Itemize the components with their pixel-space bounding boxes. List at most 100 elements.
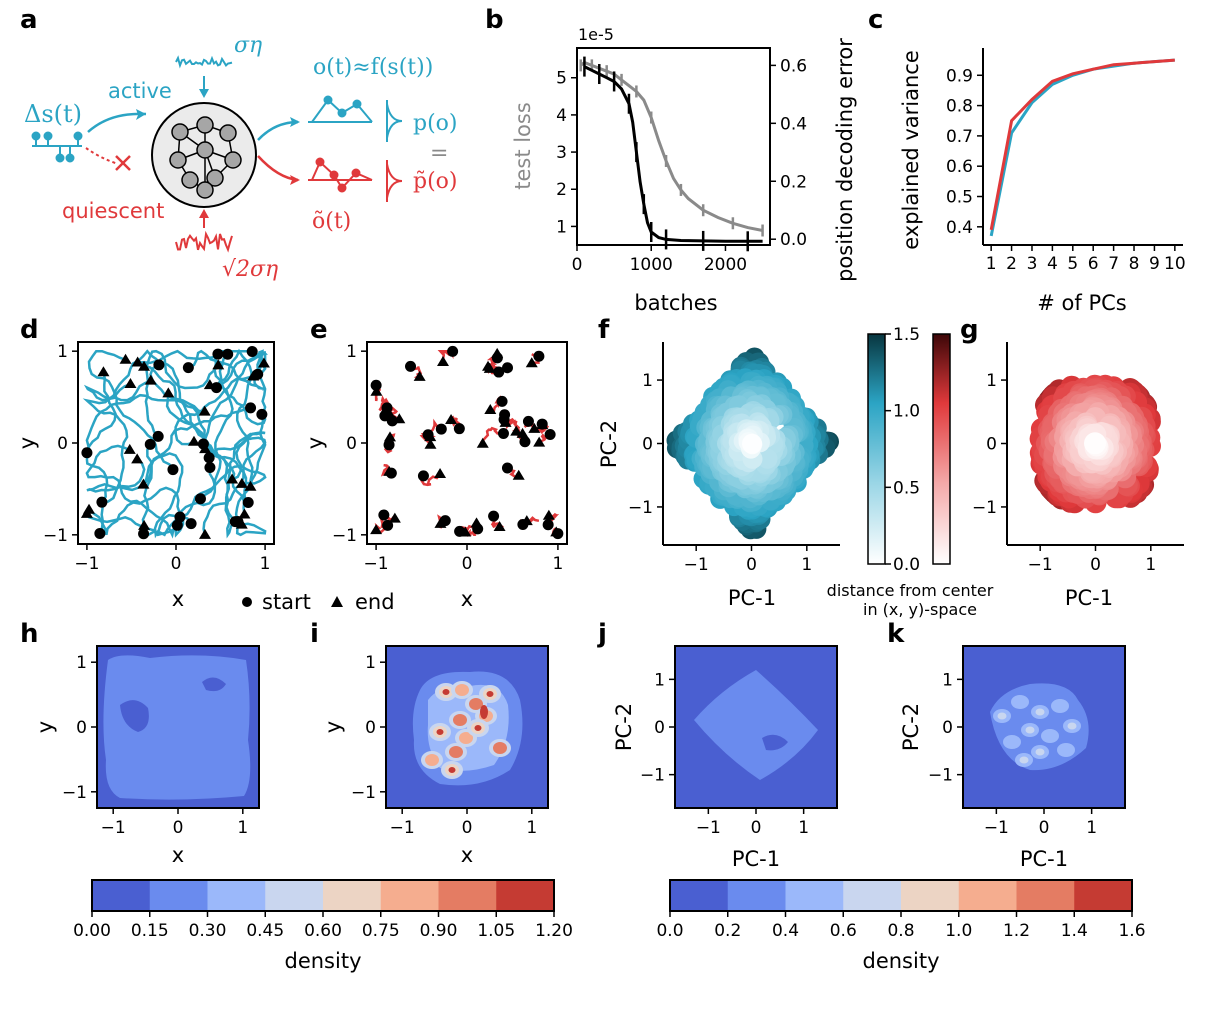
panel-d-start-marker [203, 452, 215, 464]
panel-i-xtick-label: −1 [390, 818, 415, 838]
panel-i-density-contour [449, 746, 463, 758]
panel-k-xtick-label: 0 [1039, 818, 1050, 838]
panel-d-end-marker [138, 519, 151, 530]
panel-d-trajectory [174, 351, 267, 446]
panel-e-start-marker [533, 350, 545, 362]
panel-d-end-marker [187, 435, 200, 446]
panel-c-xtick-label: 2 [1006, 254, 1017, 274]
panel-d-start-marker [96, 496, 108, 508]
panel-label-g: g [960, 315, 979, 345]
colorbar-tick-label: 0.75 [362, 921, 400, 941]
panel-d-ytick-label: −1 [43, 526, 68, 546]
panel-b-xtick-label: 2000 [704, 255, 747, 275]
panel-h-ytick-label: 0 [76, 718, 87, 738]
panel-i-xlabel: x [461, 843, 473, 867]
panel-i-density-peak [436, 729, 444, 735]
colorbar-tick-label: 0.6 [830, 921, 857, 941]
panel-e-start-marker [447, 345, 459, 357]
panel-e-start-marker [497, 427, 509, 439]
panel-e-end-marker [370, 524, 383, 535]
panel-h-xtick-label: −1 [101, 818, 126, 838]
panel-k-density-contour [1003, 735, 1021, 749]
panel-d-start-marker [171, 519, 183, 531]
colorbar-tick-label: 0.00 [73, 921, 111, 941]
panel-i-xtick-label: 0 [462, 818, 473, 838]
panel-c-ylabel: explained variance [899, 50, 923, 250]
panel-d-end-marker [124, 378, 137, 389]
colorbar-tick-label: 0.30 [189, 921, 227, 941]
panel-j-ytick-label: 0 [654, 718, 665, 738]
panel-e-ylabel: y [303, 437, 327, 449]
panel-i-density-contour [493, 742, 507, 754]
panel-e-ytick-label: 1 [346, 342, 357, 362]
panel-k-chart: −1 0 1 −1 0 1 PC-1 PC-2 [899, 645, 1126, 871]
noise-bottom-arrowhead [199, 209, 209, 218]
panel-d-trajectory [137, 359, 222, 500]
panel-label-d: d [20, 315, 39, 345]
panel-b-ytick-label: 1 [556, 217, 567, 237]
panel-e-end-marker [533, 436, 546, 447]
panel-j-xlabel: PC-1 [732, 847, 780, 871]
panel-e-end-marker [512, 469, 525, 480]
panel-k-ytick-label: −1 [928, 766, 953, 786]
colorbar-segment [265, 880, 324, 911]
colorbar-segment [496, 880, 555, 911]
colorbar-segment [843, 880, 902, 911]
panel-d-end-marker [97, 366, 110, 377]
panel-d-end-marker [80, 507, 93, 518]
panel-i-density-peak [474, 725, 482, 731]
colorbar-active [867, 333, 886, 565]
panel-c-xtick-label: 3 [1027, 254, 1038, 274]
panel-label-a: a [20, 5, 38, 35]
active-output-icon [308, 95, 373, 123]
panel-k-xtick-label: 1 [1086, 818, 1097, 838]
panel-d-trajectory [88, 486, 185, 538]
panel-e-end-marker [493, 520, 506, 531]
colorbar-tick-label: 0.0 [656, 921, 683, 941]
panel-e-end-marker [491, 347, 504, 358]
panel-d-xtick-label: −1 [74, 554, 99, 574]
colorbar-segment [901, 880, 960, 911]
panel-f-ytick-label: 0 [642, 435, 653, 455]
panel-e-start-marker [405, 360, 417, 372]
panel-e-start-marker [378, 509, 390, 521]
distribution-icon-active [386, 100, 403, 142]
panel-d-start-marker [232, 516, 244, 528]
panel-e-start-marker [544, 429, 556, 441]
panel-e-end-marker [525, 357, 538, 368]
panel-c-xtick-label: 7 [1108, 254, 1119, 274]
panel-d-start-marker [204, 461, 216, 473]
panel-d-trajectory [234, 414, 267, 537]
panel-c-xlabel: # of PCs [1037, 291, 1126, 315]
panel-i-ytick-label: −1 [351, 783, 376, 803]
panel-d-start-marker [174, 511, 186, 523]
panel-b-xtick-label: 0 [572, 255, 583, 275]
cross-icon [115, 155, 131, 171]
equals-label: = [430, 141, 448, 166]
panel-d-end-marker [138, 360, 151, 371]
panel-k-xtick-label: −1 [984, 818, 1009, 838]
panel-e-end-marker [437, 355, 450, 366]
panel-d-trajectory [85, 467, 217, 537]
panel-k-density-contour [1019, 756, 1029, 764]
colorbar-segment [1074, 880, 1133, 911]
panel-f-point [742, 433, 762, 454]
colorbar-tick-label: 0.0 [893, 555, 920, 575]
panel-k-xlabel: PC-1 [1020, 847, 1068, 871]
panel-d-trajectory [142, 452, 193, 539]
panel-j-chart: −1 0 1 −1 0 1 PC-1 PC-2 [612, 645, 838, 871]
panel-e-start-marker [501, 462, 513, 474]
panel-k-density-contour [1057, 743, 1075, 757]
panel-h-xtick-label: 0 [173, 818, 184, 838]
panel-k-ytick-label: 0 [942, 718, 953, 738]
legend-end-label: end [355, 590, 395, 614]
panel-i-density-peak [480, 705, 488, 719]
panel-e-end-marker [445, 414, 458, 425]
noise-top-arrowhead [199, 89, 209, 98]
panel-e-end-marker [510, 425, 523, 436]
colorbar-tick-label: 1.0 [945, 921, 972, 941]
colorbar-tick-label: 0.5 [893, 478, 920, 498]
active-arrow [87, 112, 147, 133]
